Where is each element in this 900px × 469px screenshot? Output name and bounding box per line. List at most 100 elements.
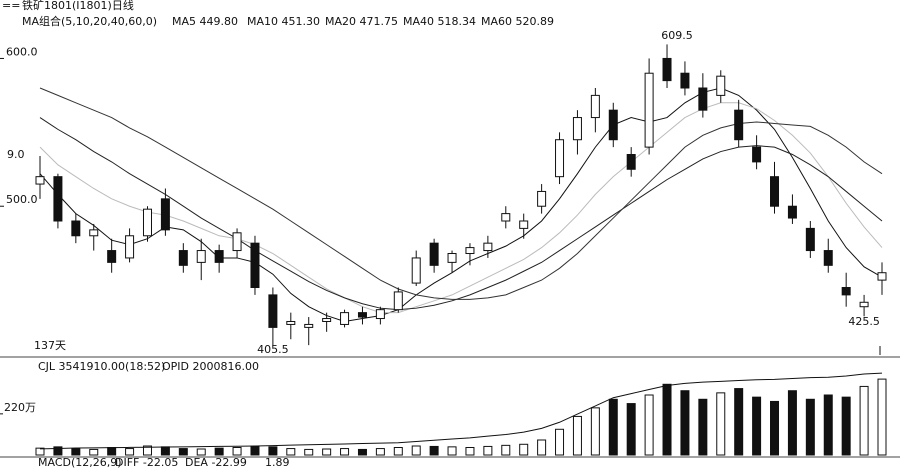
chart-title: 铁矿1801(I1801)日线: [22, 0, 134, 12]
candle-body: [752, 146, 762, 163]
ma-label: MA20 471.75: [325, 15, 398, 28]
volume-bar: [752, 396, 762, 456]
volume-bar: [304, 448, 314, 456]
candle-body: [716, 75, 726, 96]
volume-bar: [716, 392, 726, 456]
candle-body: [859, 301, 869, 308]
candle-body: [805, 227, 815, 252]
menu-icon[interactable]: ==: [2, 0, 20, 12]
candle-body: [519, 220, 529, 229]
candle-body: [447, 253, 457, 263]
candle-body: [680, 72, 690, 89]
price-annotation: 9.0: [7, 148, 25, 161]
y-tick-label: 600.0: [6, 45, 38, 58]
candle-body: [35, 176, 45, 185]
oi-label: OPID 2000816.00: [162, 360, 259, 373]
candle-body: [483, 242, 493, 252]
candle-body: [411, 257, 421, 284]
volume-bar: [859, 385, 869, 456]
volume-bar: [35, 447, 45, 456]
volume-bar: [411, 445, 421, 456]
candle-body: [823, 250, 833, 266]
volume-bar: [160, 446, 170, 456]
volume-bar: [178, 448, 188, 456]
volume-bar: [734, 388, 744, 456]
candle-body: [322, 318, 332, 322]
candle-body: [555, 139, 565, 178]
volume-bar: [501, 444, 511, 456]
candle-body: [53, 176, 63, 222]
candle-body: [340, 312, 350, 325]
volume-bar: [107, 447, 117, 456]
macd-label: 1.89: [265, 456, 290, 469]
volume-bar: [877, 378, 887, 456]
candle-body: [160, 198, 170, 231]
volume-bar: [268, 446, 278, 456]
candle-body: [572, 117, 582, 141]
candle-body: [89, 229, 99, 237]
ma-label: MA60 520.89: [481, 15, 554, 28]
ma-label: MA10 451.30: [247, 15, 320, 28]
candle-body: [698, 87, 708, 111]
candle-body: [125, 235, 135, 259]
price-annotation: 609.5: [661, 29, 693, 42]
candle-body: [393, 291, 403, 311]
candle-body: [429, 242, 439, 266]
volume-label: CJL 3541910.00(18:52): [38, 360, 165, 373]
volume-bar: [71, 448, 81, 456]
volume-tick-label: 220万: [4, 401, 36, 414]
open-interest-line: [39, 372, 883, 450]
candle-body: [590, 94, 600, 119]
volume-bar: [375, 448, 385, 456]
candle-body: [286, 320, 296, 325]
ma-label: MA5 449.80: [172, 15, 238, 28]
volume-bar: [770, 400, 780, 456]
volume-bar: [608, 398, 618, 456]
volume-bar: [644, 394, 654, 456]
volume-bar: [53, 446, 63, 456]
macd-label: DIFF -22.05: [115, 456, 178, 469]
ma-line: [39, 87, 883, 323]
ma-label: MA40 518.34: [403, 15, 476, 28]
volume-bar: [519, 443, 529, 456]
candle-body: [196, 250, 206, 263]
volume-bar: [214, 447, 224, 456]
volume-bar: [465, 447, 475, 456]
volume-bar: [429, 445, 439, 456]
volume-bar: [232, 447, 242, 456]
volume-bar: [89, 448, 99, 456]
volume-bar: [125, 448, 135, 456]
volume-bar: [555, 428, 565, 456]
macd-label: DEA -22.99: [185, 456, 247, 469]
volume-bar: [250, 445, 260, 456]
candle-body: [537, 190, 547, 207]
ma-label: MA组合(5,10,20,40,60,0): [22, 14, 157, 28]
candle-body: [770, 176, 780, 207]
candle-body: [304, 323, 314, 328]
candle-body: [662, 57, 672, 82]
volume-bar: [572, 415, 582, 456]
ma-line: [39, 102, 883, 314]
volume-bar: [698, 398, 708, 456]
volume-bar: [483, 445, 493, 456]
volume-bar: [805, 398, 815, 456]
volume-bar: [841, 396, 851, 456]
candle-body: [214, 250, 224, 263]
volume-bar: [662, 383, 672, 456]
volume-bar: [357, 448, 367, 456]
candle-body: [232, 232, 242, 252]
candle-body: [608, 109, 618, 141]
candle-body: [626, 154, 636, 170]
candle-body: [787, 205, 797, 219]
candle-body: [250, 242, 260, 289]
candle-body: [644, 72, 654, 148]
candle-body: [465, 247, 475, 255]
volume-bar: [340, 448, 350, 456]
candle-body: [178, 250, 188, 266]
days-label: 137天: [34, 339, 66, 352]
candle-body: [107, 250, 117, 263]
volume-bar: [142, 445, 152, 456]
volume-bar: [823, 394, 833, 456]
candle-body: [375, 309, 385, 320]
